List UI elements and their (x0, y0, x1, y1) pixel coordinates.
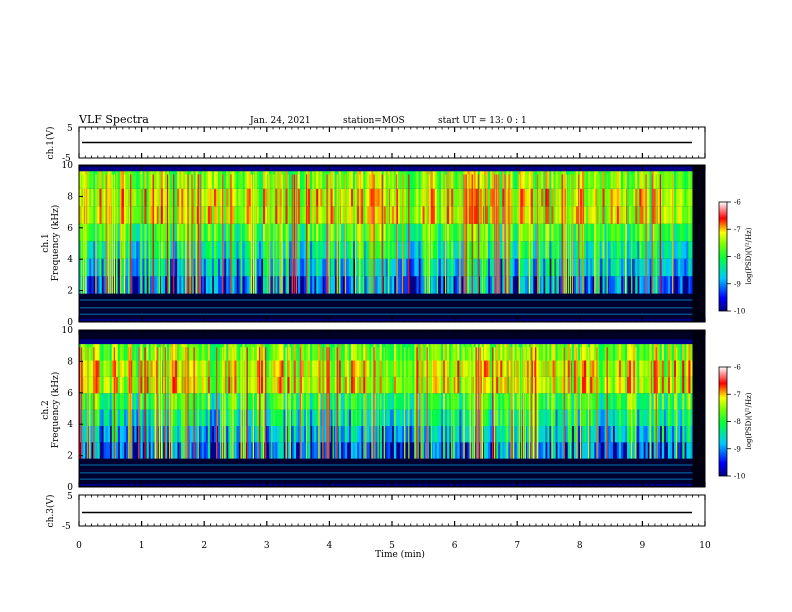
y-tick-label: 4 (67, 255, 73, 265)
ch3-voltage-ylabel: ch.3(V) (45, 495, 56, 528)
ch3-voltage-panel: 5 -5 ch.3(V) 0 1 2 3 4 5 6 7 8 9 10 Time (min) (45, 492, 711, 560)
ch2-spec-ylabel-1: ch.2 (41, 400, 51, 419)
x-axis-label: Time (min) (375, 549, 425, 560)
ch2-spectrogram-image (79, 331, 704, 486)
y-tick-label: 0 (67, 483, 73, 493)
x-tick-label: 4 (327, 541, 333, 551)
x-tick-label: 2 (201, 541, 207, 551)
y-tick-label: 10 (62, 161, 74, 171)
ch2-colorbar-label: log(PSD)(V²/Hz) (745, 392, 753, 449)
x-tick-label: 0 (76, 541, 82, 551)
ch1-voltage-panel: 5 -5 ch.1(V) (45, 124, 706, 164)
x-tick-label: 7 (514, 541, 520, 551)
colorbar-tick-label: -6 (734, 199, 741, 207)
ch2-spectrogram-panel: 0 2 4 6 8 10 ch.2 Frequency (kHz) -6 -7 -8 -9 -10… (41, 326, 753, 493)
y-tick-label: 0 (67, 318, 73, 328)
colorbar-tick-label: -9 (734, 445, 741, 453)
colorbar-tick-label: -8 (734, 418, 741, 426)
ch3-ytick-top: 5 (67, 492, 73, 502)
ch2-spec-ylabel-2: Frequency (kHz) (50, 372, 61, 449)
x-tick-label: 5 (389, 541, 395, 551)
ch1-spectrogram-image (79, 166, 704, 321)
x-tick-label: 9 (640, 541, 646, 551)
x-tick-label: 1 (139, 541, 145, 551)
start-time-label: start UT = 13: 0 : 1 (438, 116, 527, 126)
y-tick-label: 2 (67, 452, 73, 462)
colorbar-tick-label: -10 (734, 308, 745, 316)
ch1-ytick-top: 5 (67, 124, 73, 134)
colorbar-tick-label: -9 (734, 280, 741, 288)
colorbar-tick-label: -10 (734, 473, 745, 481)
ch1-colorbar-label: log(PSD)(V²/Hz) (745, 227, 753, 284)
y-tick-label: 4 (67, 420, 73, 430)
ch1-spec-ylabel-1: ch.1 (41, 233, 51, 252)
ch1-spec-ylabel-2: Frequency (kHz) (50, 205, 61, 282)
ch1-colorbar: -6 -7 -8 -9 -10 log(PSD)(V²/Hz) (718, 199, 753, 316)
y-tick-label: 6 (67, 389, 73, 399)
x-tick-label: 6 (452, 541, 458, 551)
colorbar-tick-label: -8 (734, 253, 741, 261)
y-tick-label: 8 (67, 357, 73, 367)
ch2-colorbar: -6 -7 -8 -9 -10 log(PSD)(V²/Hz) (718, 364, 753, 481)
x-tick-label: 8 (577, 541, 583, 551)
x-tick-label: 10 (699, 541, 711, 551)
colorbar-tick-label: -6 (734, 364, 741, 372)
ch1-ytick-bottom: -5 (62, 154, 71, 164)
station-label: station=MOS (343, 116, 405, 126)
ch3-ytick-bottom: -5 (62, 522, 71, 532)
colorbar-tick-label: -7 (734, 226, 741, 234)
y-tick-label: 2 (67, 287, 73, 297)
ch1-voltage-ylabel: ch.1(V) (45, 127, 56, 160)
colorbar-tick-label: -7 (734, 391, 741, 399)
date-label: Jan. 24, 2021 (249, 116, 311, 126)
figure-title: VLF Spectra (78, 113, 149, 126)
y-tick-label: 6 (67, 224, 73, 234)
y-tick-label: 10 (62, 326, 74, 336)
ch1-spectrogram-panel: 0 2 4 6 8 10 ch.1 Frequency (kHz) -6 -7 -8 -9 -10… (41, 161, 753, 328)
x-tick-label: 3 (264, 541, 270, 551)
y-tick-label: 8 (67, 192, 73, 202)
